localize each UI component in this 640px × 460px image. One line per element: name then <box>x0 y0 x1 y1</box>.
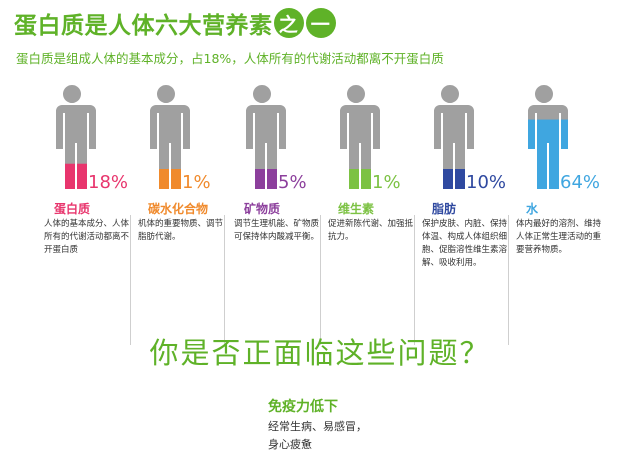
title-circle-2: 一 <box>305 8 336 38</box>
person-icon <box>432 85 474 189</box>
nutrient-name: 维生素 <box>338 202 375 216</box>
nutrient-percent: 18% <box>88 172 129 193</box>
nutrient-description: 体内最好的溶剂、维持人体正常生理活动的重要营养物质。 <box>516 219 602 255</box>
nutrient-percent: 10% <box>466 172 507 193</box>
person-icon <box>338 85 380 189</box>
nutrient-name: 蛋白质 <box>54 202 91 216</box>
person-icon <box>526 85 568 189</box>
nutrient-description: 调节生理机能、矿物质可保持体内酸减平衡。 <box>234 219 320 242</box>
question-heading: 你是否正面临这些问题？ <box>149 336 491 370</box>
nutrient-description: 保护皮肤、内脏、保持体温、构成人体组织细胞、促脂溶性维生素溶解、吸收利用。 <box>422 219 508 268</box>
nutrient-description: 机体的重要物质、调节脂肪代谢。 <box>138 219 224 242</box>
person-icon <box>148 85 190 189</box>
nutrient-name: 水 <box>526 202 539 216</box>
issue-title: 免疫力低下 <box>268 399 338 415</box>
column-divider <box>224 215 225 345</box>
page-subtitle: 蛋白质是组成人体的基本成分，占18%，人体所有的代谢活动都离不开蛋白质 <box>16 51 444 66</box>
column-divider <box>130 215 131 345</box>
nutrient-description: 人体的基本成分、人体所有的代谢活动都离不开蛋白质 <box>44 219 130 255</box>
nutrient-column: 1% 碳水化合物机体的重要物质、调节脂肪代谢。 <box>130 82 226 282</box>
nutrient-percent: 1% <box>182 172 211 193</box>
nutrient-name: 碳水化合物 <box>148 202 209 216</box>
nutrient-percent: 5% <box>278 172 307 193</box>
nutrient-name: 矿物质 <box>244 202 281 216</box>
issue-line-1: 经常生病、易感冒， <box>268 420 367 433</box>
column-divider <box>320 215 321 345</box>
column-divider <box>508 215 509 345</box>
nutrient-name: 脂肪 <box>432 202 457 216</box>
nutrient-column: 64% 水体内最好的溶剂、维持人体正常生理活动的重要营养物质。 <box>508 82 604 282</box>
person-icon <box>54 85 96 189</box>
nutrient-percent: 64% <box>560 172 601 193</box>
nutrient-column: 5% 矿物质调节生理机能、矿物质可保持体内酸减平衡。 <box>226 82 322 282</box>
title-circle-1: 之 <box>273 8 304 38</box>
title-text: 蛋白质是人体六大营养素 <box>14 13 273 39</box>
column-divider <box>414 215 415 345</box>
issue-line-2: 身心疲惫 <box>268 438 312 451</box>
person-icon <box>244 85 286 189</box>
nutrient-column: 18% 蛋白质人体的基本成分、人体所有的代谢活动都离不开蛋白质 <box>36 82 132 282</box>
page-title: 蛋白质是人体六大营养素 之 一 <box>14 8 337 39</box>
nutrient-percent: 1% <box>372 172 401 193</box>
nutrient-column: 10% 脂肪保护皮肤、内脏、保持体温、构成人体组织细胞、促脂溶性维生素溶解、吸收利… <box>414 82 510 282</box>
issue-description: 经常生病、易感冒， 身心疲惫 <box>268 418 367 454</box>
nutrient-column: 1% 维生素促进新陈代谢、加强抵抗力。 <box>320 82 416 282</box>
nutrient-description: 促进新陈代谢、加强抵抗力。 <box>328 219 414 242</box>
